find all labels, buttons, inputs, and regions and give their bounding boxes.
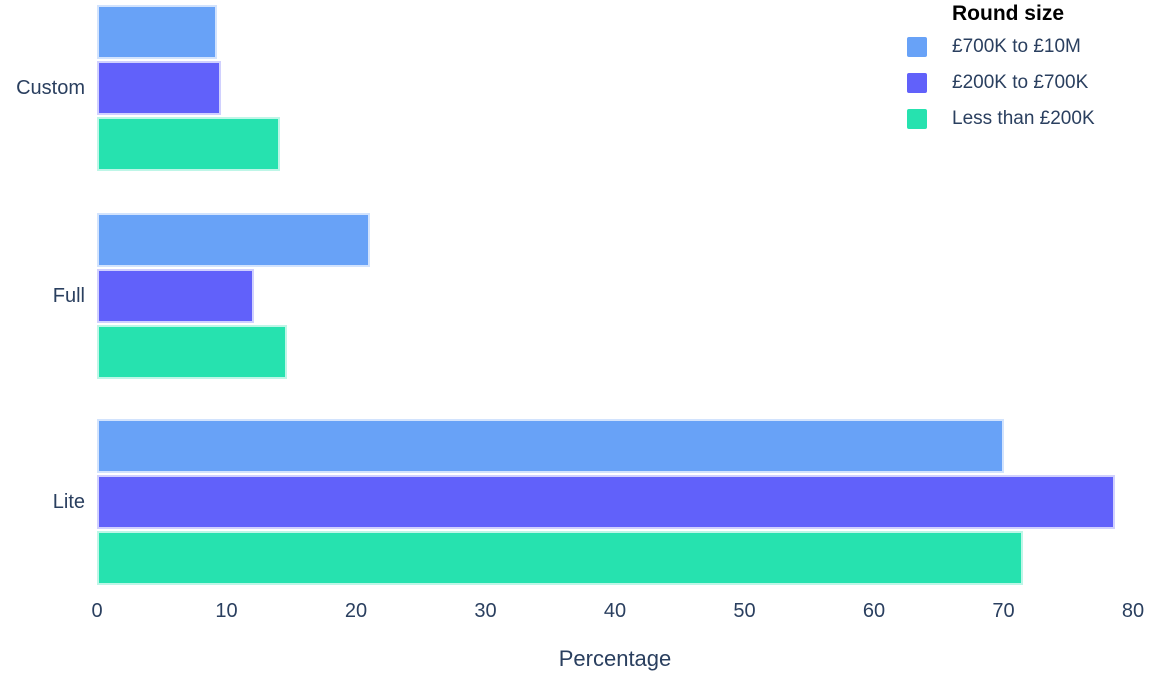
x-tick-80: 80 [1121,600,1145,622]
bar-full-series-0 [97,213,371,267]
x-tick-40: 40 [603,600,627,622]
legend-item-0: £700K to £10M [905,29,1095,65]
bar-full-series-1 [97,269,254,323]
x-tick-70: 70 [992,600,1015,622]
y-axis-label-lite: Lite [52,491,85,513]
legend-swatch-icon [907,109,927,129]
legend-swatch-icon [907,37,927,57]
legend-item-label: Less than £200K [952,108,1095,129]
legend-items: £700K to £10M £200K to £700K Less than £20… [905,29,1095,137]
x-tick-60: 60 [862,600,886,622]
bar-lite-series-2 [97,531,1023,585]
legend-item-1: £200K to £700K [905,65,1095,101]
y-axis-label-custom: Custom [16,77,85,99]
x-tick-10: 10 [215,600,238,622]
bar-full-series-2 [97,325,288,379]
legend-item-2: Less than £200K [905,101,1095,137]
x-tick-0: 0 [91,600,103,622]
bar-lite-series-1 [97,475,1115,529]
bar-lite-series-0 [97,419,1004,473]
legend-item-label: £200K to £700K [952,72,1089,93]
x-tick-50: 50 [733,600,756,622]
legend-item-label: £700K to £10M [952,36,1081,57]
x-axis-title: Percentage [558,646,672,671]
legend-swatch-icon [907,73,927,93]
bar-custom-series-2 [97,117,280,171]
y-axis-label-full: Full [52,285,85,307]
legend-title: Round size [952,2,1065,25]
bar-custom-series-1 [97,61,222,115]
legend: Round size £700K to £10M £200K to £700K Le… [905,2,1095,137]
bar-custom-series-0 [97,5,218,59]
x-tick-20: 20 [344,600,368,622]
x-tick-30: 30 [474,600,497,622]
